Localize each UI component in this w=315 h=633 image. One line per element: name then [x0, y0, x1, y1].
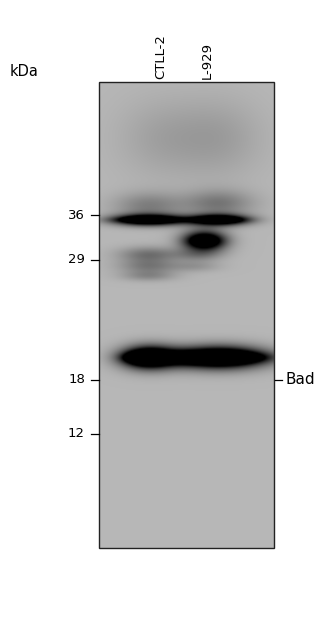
Bar [99, 82, 274, 548]
Text: CTLL-2: CTLL-2 [154, 34, 167, 79]
Text: L-929: L-929 [201, 42, 214, 79]
Text: Bad: Bad [285, 372, 315, 387]
Text: 36: 36 [68, 209, 85, 222]
Text: 29: 29 [68, 253, 85, 266]
Text: 12: 12 [68, 427, 85, 440]
Text: kDa: kDa [9, 64, 38, 79]
Text: 18: 18 [68, 373, 85, 386]
